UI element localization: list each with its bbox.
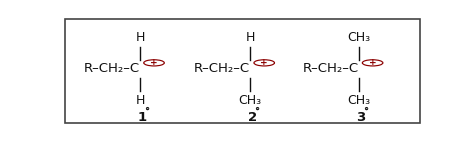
Text: H: H (136, 94, 145, 107)
Text: +: + (150, 58, 158, 67)
Text: 3: 3 (356, 111, 365, 124)
Text: R–CH₂–C: R–CH₂–C (84, 62, 140, 75)
Text: +: + (260, 58, 268, 67)
Text: H: H (246, 31, 255, 44)
Text: CH₃: CH₃ (347, 31, 370, 44)
Text: +: + (369, 58, 376, 67)
Text: R–CH₂–C: R–CH₂–C (302, 62, 359, 75)
Text: CH₃: CH₃ (239, 94, 262, 107)
Text: R–CH₂–C: R–CH₂–C (194, 62, 250, 75)
Text: 2: 2 (247, 111, 257, 124)
Text: 1: 1 (137, 111, 146, 124)
Text: CH₃: CH₃ (347, 94, 370, 107)
Text: H: H (136, 31, 145, 44)
Text: °: ° (144, 106, 149, 116)
Text: °: ° (255, 106, 259, 116)
Text: °: ° (363, 106, 368, 116)
